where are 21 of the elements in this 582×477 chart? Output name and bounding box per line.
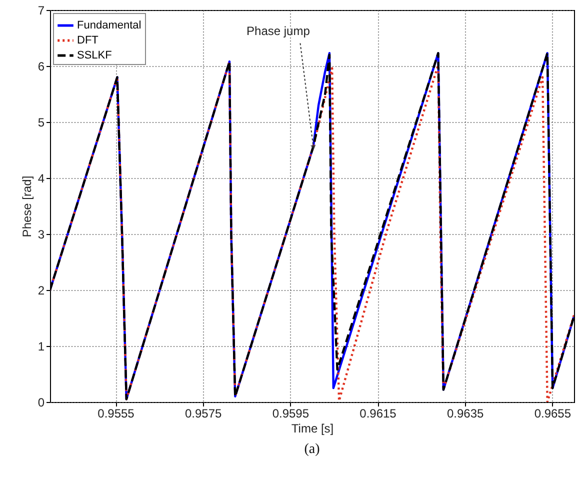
y-tick-label: 0 [38,396,45,410]
y-axis-title: Phese [rad] [20,176,34,238]
x-tick-label: 0.9635 [446,406,484,420]
y-tick-label: 5 [38,116,45,130]
y-tick-label: 7 [38,4,45,18]
x-tick-label: 0.9595 [272,406,310,420]
legend-label: SSLKF [77,50,112,62]
x-tick-label: 0.9655 [534,406,572,420]
x-tick-label: 0.9575 [184,406,222,420]
legend-label: Fundamental [77,20,142,32]
y-tick-label: 2 [38,284,45,298]
x-tick-label: 0.9615 [360,406,397,420]
y-tick-label: 6 [38,60,45,74]
y-tick-label: 4 [38,172,45,186]
text: (a) [304,442,320,457]
y-tick-label: 3 [38,228,45,242]
y-tick-label: 1 [38,340,45,354]
annotation: Phase jump [246,24,310,38]
legend-label: DFT [77,34,99,46]
x-tick-label: 0.9555 [98,406,135,420]
x-axis-title: Time [s] [291,422,334,436]
